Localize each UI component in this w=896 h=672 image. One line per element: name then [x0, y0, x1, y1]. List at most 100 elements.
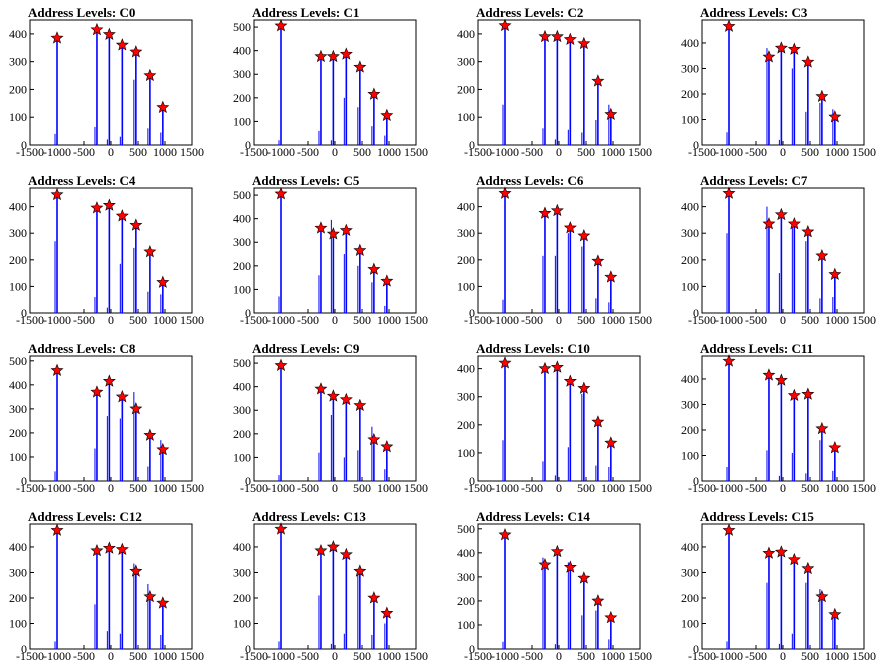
- x-tick-label: 1500: [628, 313, 652, 327]
- y-tick-label: 300: [457, 390, 475, 404]
- x-tick-label: 1500: [628, 481, 652, 495]
- star-icon: [274, 358, 288, 371]
- y-tick-label: 400: [681, 540, 699, 554]
- y-tick-label: 100: [233, 616, 251, 630]
- star-icon: [498, 186, 512, 199]
- y-tick-label: 200: [681, 423, 699, 437]
- star-icon: [563, 221, 577, 234]
- star-icon: [143, 68, 157, 82]
- y-tick-label: 400: [457, 546, 475, 560]
- y-tick-label: 400: [233, 212, 251, 226]
- x-tick-label: -1500: [688, 481, 716, 495]
- x-tick-label: 500: [801, 481, 819, 495]
- x-tick-label: 1000: [601, 649, 625, 663]
- y-tick-label: 0: [469, 306, 475, 320]
- x-tick-label: -1000: [715, 313, 743, 327]
- chart-panel: Address Levels: C0 0 100 200 300 400 -1500 -100…: [9, 5, 204, 159]
- star-icon: [604, 436, 618, 449]
- x-tick-label: -500: [521, 649, 543, 663]
- star-icon: [90, 385, 104, 398]
- y-tick-label: 100: [233, 282, 251, 296]
- x-tick-label: 1000: [377, 145, 401, 159]
- x-tick-label: 0: [556, 649, 562, 663]
- x-tick-label: 1500: [180, 145, 204, 159]
- star-icon: [115, 209, 129, 222]
- chart-panel: Address Levels: C50100200300400500-1500-…: [233, 173, 428, 327]
- x-tick-label: 1000: [153, 145, 177, 159]
- x-tick-label: 0: [332, 649, 338, 663]
- x-tick-label: -1500: [464, 313, 492, 327]
- x-tick-label: 1000: [377, 481, 401, 495]
- x-tick-label: -500: [73, 145, 95, 159]
- star-icon: [274, 187, 288, 200]
- y-tick-label: 0: [693, 306, 699, 320]
- x-tick-label: -1500: [240, 145, 268, 159]
- y-tick-label: 300: [457, 570, 475, 584]
- y-tick-label: 300: [9, 402, 27, 416]
- x-tick-label: -1000: [267, 313, 295, 327]
- x-tick-label: -1000: [43, 313, 71, 327]
- y-tick-label: 400: [9, 378, 27, 392]
- x-tick-label: -1500: [464, 649, 492, 663]
- star-icon: [380, 108, 394, 122]
- chart-panel: Address Levels: C10100200300400500-1500-…: [233, 5, 428, 159]
- y-tick-label: 200: [233, 427, 251, 441]
- x-tick-label: -500: [73, 481, 95, 495]
- plot-frame: [477, 355, 641, 482]
- x-tick-label: -500: [745, 145, 767, 159]
- x-tick-label: 500: [353, 145, 371, 159]
- y-tick-label: 300: [233, 565, 251, 579]
- star-icon: [563, 32, 577, 45]
- star-icon: [367, 591, 381, 604]
- chart-title: Address Levels: C15: [700, 509, 814, 524]
- y-tick-label: 0: [469, 642, 475, 656]
- chart-panel: Address Levels: C6 0 100 200 300 400 -1500 -100…: [457, 173, 652, 327]
- y-tick-label: 0: [469, 138, 475, 152]
- x-tick-label: -500: [297, 481, 319, 495]
- star-icon: [156, 275, 170, 288]
- x-tick-label: 1000: [153, 313, 177, 327]
- x-tick-label: 1000: [825, 481, 849, 495]
- star-icon: [604, 107, 618, 120]
- x-tick-label: 1500: [404, 649, 428, 663]
- y-tick-label: 500: [9, 354, 27, 368]
- star-icon: [762, 546, 776, 559]
- star-icon: [538, 558, 552, 571]
- x-tick-label: 1000: [377, 649, 401, 663]
- y-tick-label: 300: [681, 565, 699, 579]
- x-tick-label: 500: [129, 649, 147, 663]
- y-tick-label: 0: [469, 474, 475, 488]
- star-icon: [143, 245, 157, 258]
- star-icon: [129, 45, 143, 58]
- x-tick-label: 1500: [628, 145, 652, 159]
- x-tick-label: -1500: [240, 313, 268, 327]
- star-icon: [274, 19, 288, 32]
- x-tick-label: 500: [353, 313, 371, 327]
- x-tick-label: -1000: [43, 649, 71, 663]
- chart-title: Address Levels: C6: [476, 173, 584, 188]
- x-tick-label: -1000: [715, 145, 743, 159]
- y-tick-label: 100: [9, 450, 27, 464]
- x-tick-label: -500: [521, 481, 543, 495]
- y-tick-label: 200: [233, 91, 251, 105]
- x-tick-label: -1000: [267, 145, 295, 159]
- star-icon: [563, 560, 577, 573]
- star-icon: [762, 50, 776, 63]
- star-icon: [722, 523, 736, 536]
- star-icon: [367, 87, 381, 100]
- x-tick-label: -1000: [715, 649, 743, 663]
- star-icon: [577, 229, 591, 242]
- star-icon: [102, 198, 116, 211]
- chart-panel: Address Levels: C12 0 100 200 300 400 -1500 -10…: [9, 509, 204, 663]
- plot-frame: [701, 355, 865, 482]
- x-tick-label: -1000: [715, 481, 743, 495]
- star-icon: [801, 387, 815, 400]
- y-tick-label: 200: [233, 259, 251, 273]
- chart-title: Address Levels: C2: [476, 5, 583, 20]
- x-tick-label: 1500: [180, 649, 204, 663]
- y-tick-label: 0: [21, 474, 27, 488]
- star-icon: [538, 361, 552, 375]
- y-tick-label: 100: [457, 279, 475, 293]
- x-tick-label: 0: [332, 481, 338, 495]
- plot-frame: [477, 187, 641, 314]
